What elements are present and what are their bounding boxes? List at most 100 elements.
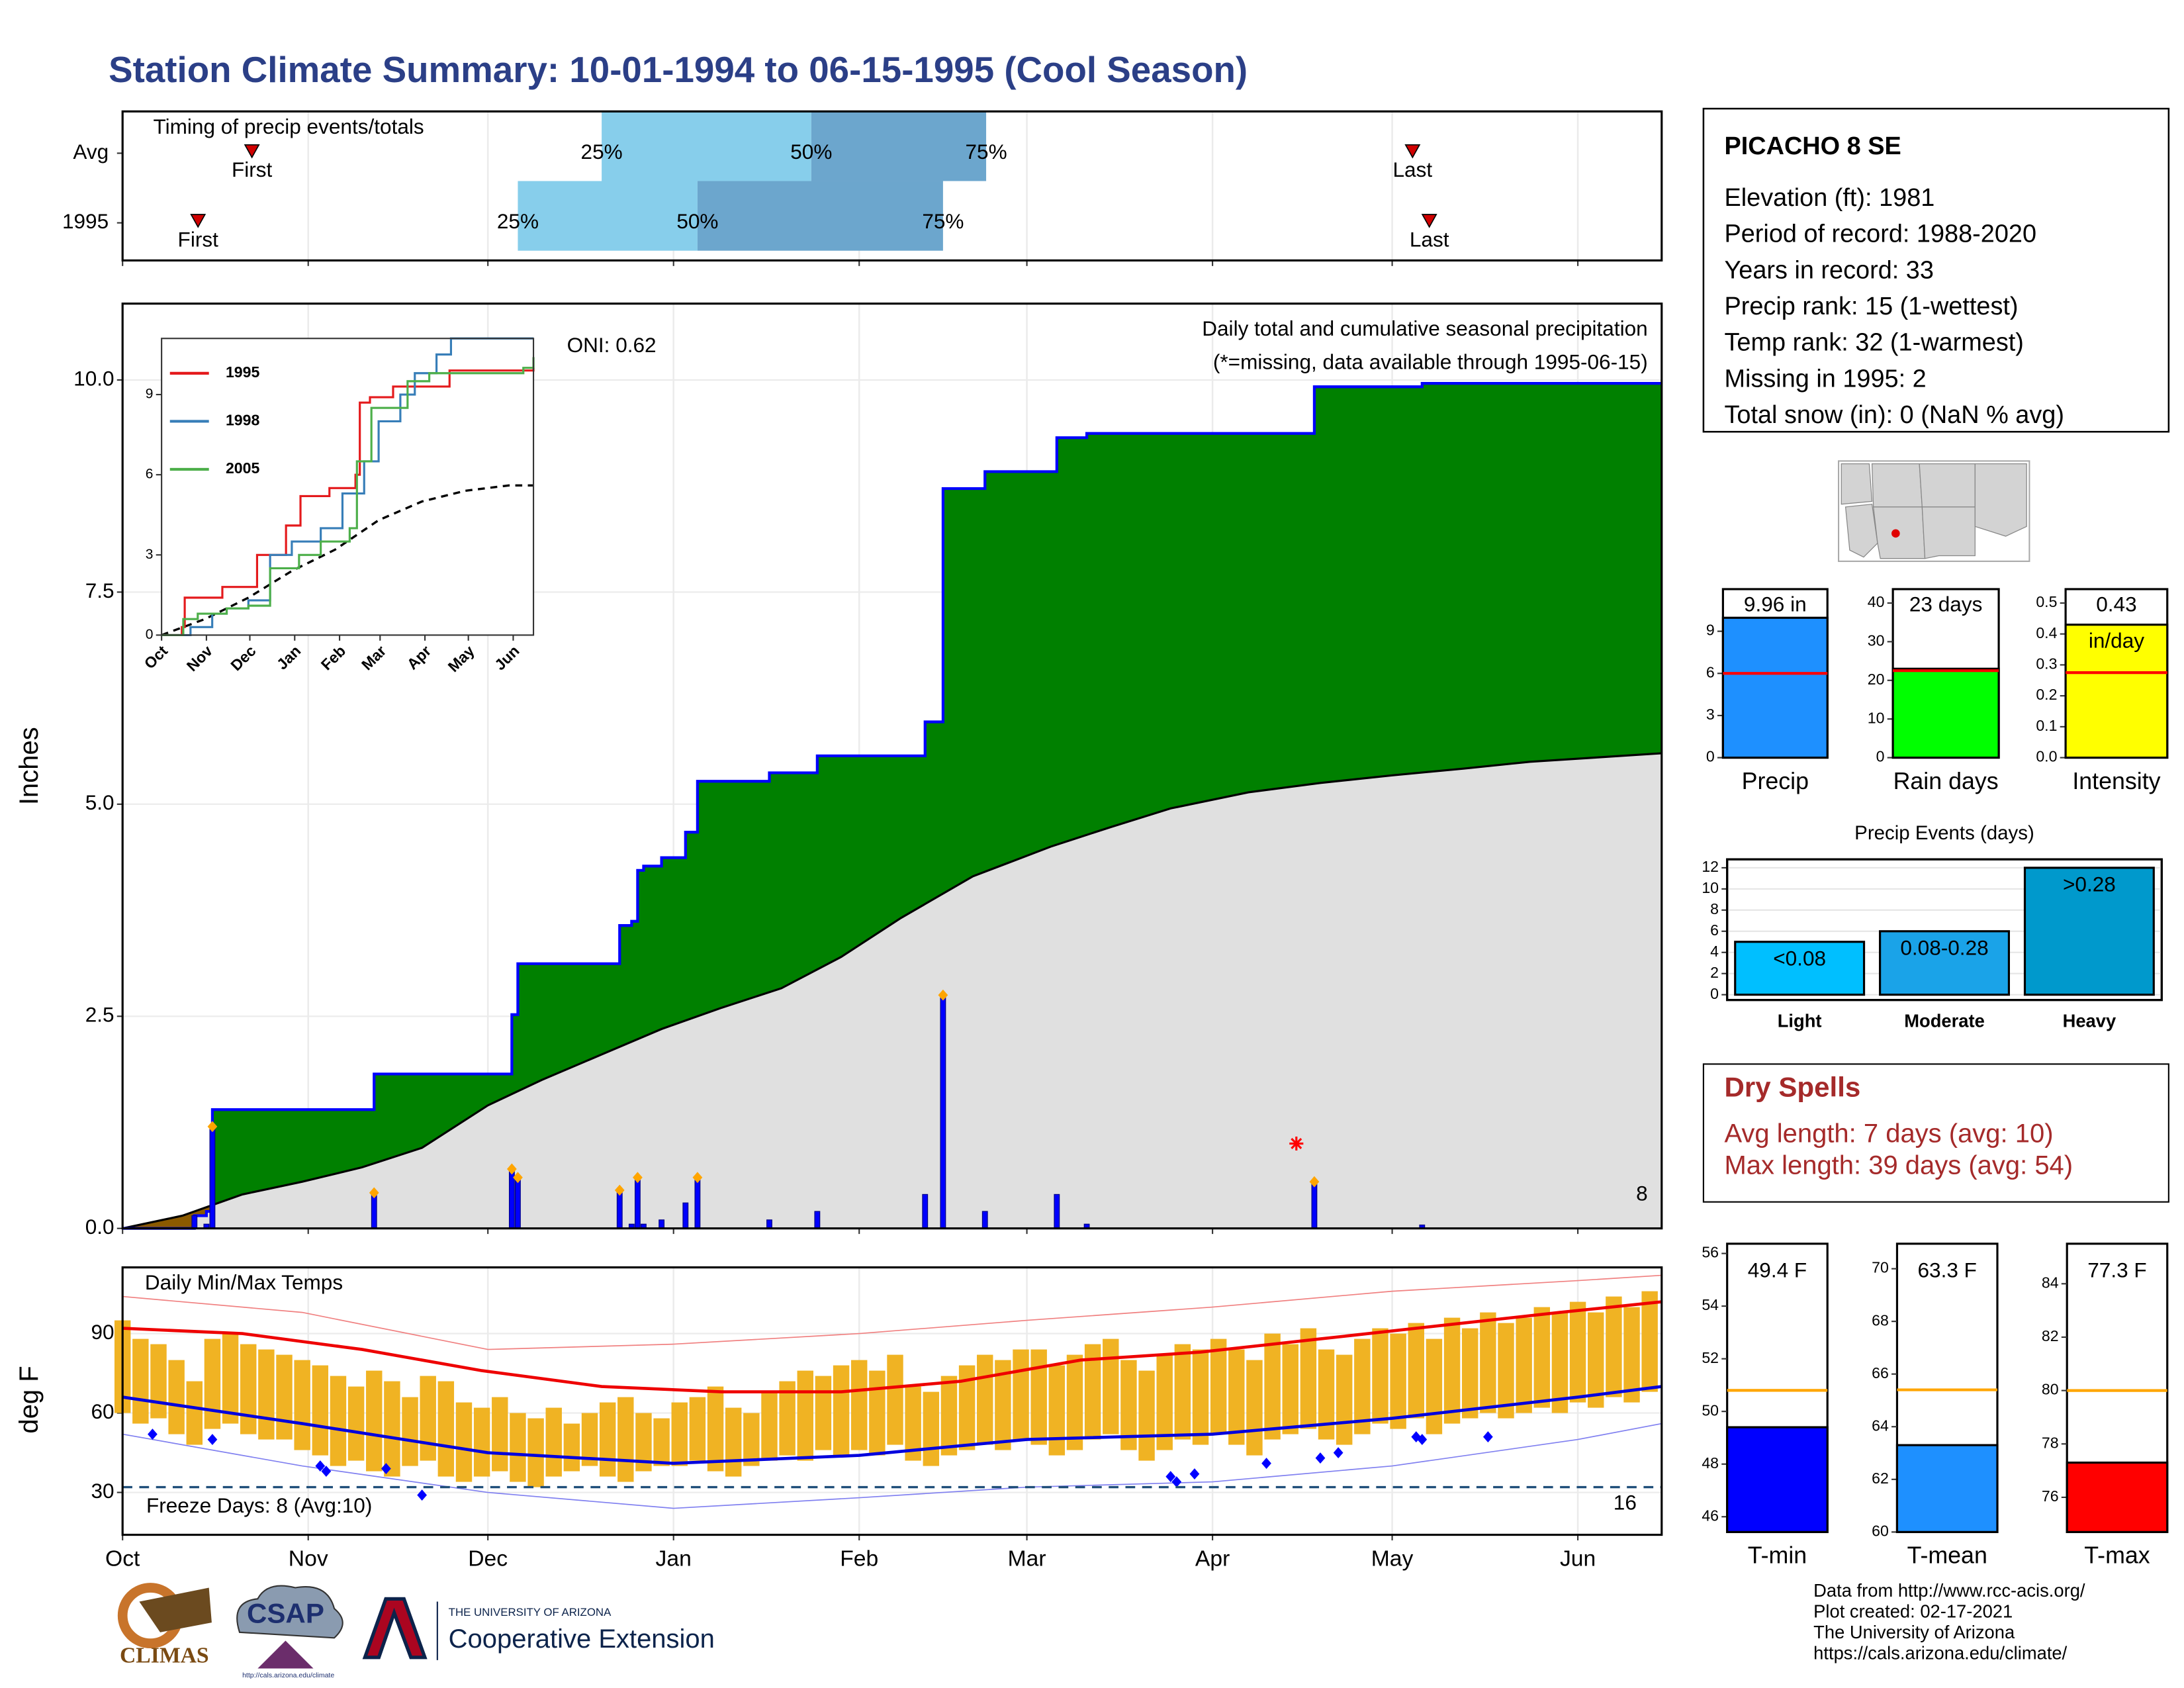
- temp-bar: [1480, 1312, 1496, 1413]
- station-line: Period of record: 1988-2020: [1724, 220, 2036, 248]
- daily-bar: [1054, 1194, 1060, 1229]
- temp-bar: [977, 1354, 993, 1445]
- station-line: Precip rank: 15 (1-wettest): [1724, 293, 2018, 320]
- map-state: [1919, 463, 1976, 508]
- daily-marker: [513, 1172, 523, 1184]
- y-tick-label: 12: [1702, 858, 1719, 875]
- temp-bar: [1551, 1312, 1569, 1413]
- low-point-marker: [381, 1463, 391, 1474]
- bar: [1895, 1444, 1999, 1533]
- temp-bar: [1623, 1307, 1640, 1403]
- footer-line: Plot created: 02-17-2021: [1813, 1601, 2013, 1622]
- temp-bar: [1426, 1338, 1443, 1434]
- station-name: PICACHO 8 SE: [1724, 132, 1901, 160]
- low-point-marker: [148, 1429, 158, 1440]
- temp-bar: [510, 1413, 526, 1482]
- temp-bar: [1372, 1328, 1388, 1424]
- x-tick-label: Apr: [1195, 1546, 1230, 1571]
- dry-spells-line: Max length: 39 days (avg: 54): [1724, 1151, 2073, 1180]
- series-line: [161, 357, 535, 636]
- temp-bar: [1210, 1338, 1227, 1434]
- y-tick-label: 2: [1710, 964, 1719, 981]
- panel-border: [121, 1266, 1663, 1536]
- x-tick-label: Moderate: [1904, 1011, 1985, 1031]
- y-tick-label: 8: [1710, 900, 1719, 917]
- temp-bar: [1300, 1328, 1317, 1429]
- temp-bar: [455, 1402, 473, 1482]
- map-state: [1841, 463, 1873, 505]
- lower-envelope-line: [122, 1423, 1662, 1509]
- y-tick-label: 66: [1872, 1364, 1889, 1382]
- x-axis-label: T-min: [1748, 1542, 1807, 1569]
- climas-emblem: [139, 1587, 212, 1632]
- dry-spells-title: Dry Spells: [1724, 1071, 1860, 1102]
- temp-bar: [761, 1391, 778, 1461]
- y-tick-label: 80: [2042, 1381, 2059, 1398]
- station-line: Total snow (in): 0 (NaN % avg): [1724, 401, 2064, 429]
- x-tick-label: Heavy: [2063, 1011, 2116, 1031]
- y-axis-label: deg F: [15, 1366, 44, 1433]
- daily-bar: [659, 1219, 665, 1229]
- low-point-marker: [207, 1434, 218, 1445]
- csap-mountain: [257, 1640, 314, 1669]
- temp-bar: [222, 1333, 239, 1424]
- y-tick-label: 82: [2042, 1327, 2059, 1344]
- daily-marker: [614, 1184, 625, 1196]
- bar-value-label: 9.96 in: [1744, 592, 1807, 616]
- y-tick-label: 0: [146, 627, 154, 642]
- station-box: [1702, 107, 2170, 433]
- daily-marker: [207, 1121, 218, 1133]
- temp-bar: [779, 1381, 796, 1456]
- temp-bar: [1264, 1333, 1281, 1440]
- quartile-label: 75%: [922, 209, 964, 233]
- y-tick-label: 76: [2042, 1487, 2059, 1505]
- y-tick-label: 3: [1706, 706, 1715, 723]
- y-tick-label: 9: [146, 387, 154, 402]
- logos: CLIMAS CSAP http://cals.arizona.edu/clim…: [117, 1583, 715, 1679]
- y-tick-label: 2.5: [85, 1003, 114, 1027]
- temp-bar: [1282, 1344, 1298, 1434]
- temp-bar: [707, 1386, 724, 1472]
- mini-title: Precip Events (days): [1854, 822, 2034, 844]
- y-tick-label: 70: [1872, 1259, 1889, 1276]
- event-marker: [1421, 214, 1437, 228]
- y-tick-label: 0: [1706, 748, 1715, 765]
- bar-unit-label: in/day: [2089, 628, 2144, 652]
- daily-bar: [940, 994, 946, 1229]
- annotation: ONI: 0.62: [567, 333, 657, 357]
- y-tick-label: 60: [1872, 1522, 1889, 1539]
- temp-bar: [1192, 1349, 1209, 1445]
- y-tick-label: 7.5: [85, 579, 114, 602]
- y-axis-label: Inches: [15, 727, 44, 805]
- x-tick-label: Jan: [656, 1546, 692, 1571]
- low-point-marker: [1165, 1471, 1176, 1482]
- temp-bar: [869, 1370, 886, 1456]
- panel-subtitle: (*=missing, data available through 1995-…: [1213, 350, 1648, 373]
- temp-bar: [797, 1370, 813, 1461]
- dry-spells-line: Avg length: 7 days (avg: 10): [1724, 1119, 2053, 1148]
- daily-bar: [981, 1211, 988, 1229]
- y-tick-label: 0.2: [2036, 686, 2057, 703]
- temp-bar: [1641, 1291, 1658, 1392]
- bar-value-label: 77.3 F: [2087, 1258, 2146, 1282]
- y-tick-label: 20: [1868, 671, 1885, 688]
- quartile-label: 50%: [676, 209, 718, 233]
- temp-bar: [743, 1413, 760, 1466]
- y-tick-label: 6: [146, 467, 154, 482]
- x-tick-label: Dec: [468, 1546, 508, 1571]
- temp-bar: [1569, 1301, 1586, 1403]
- temp-bar: [186, 1381, 203, 1445]
- temp-bar: [1030, 1349, 1047, 1445]
- low-point-marker: [315, 1460, 326, 1472]
- temp-bar: [653, 1418, 670, 1466]
- temp-bar: [1588, 1312, 1604, 1408]
- csap-cloud: [236, 1585, 343, 1639]
- bar: [1721, 616, 1829, 759]
- x-axis-label: Intensity: [2072, 768, 2160, 794]
- x-axis-label: Rain days: [1893, 768, 1999, 794]
- temp-bar: [940, 1376, 958, 1456]
- station-location: [1891, 529, 1900, 538]
- x-tick-label: Oct: [105, 1546, 140, 1571]
- temp-bar: [276, 1354, 293, 1440]
